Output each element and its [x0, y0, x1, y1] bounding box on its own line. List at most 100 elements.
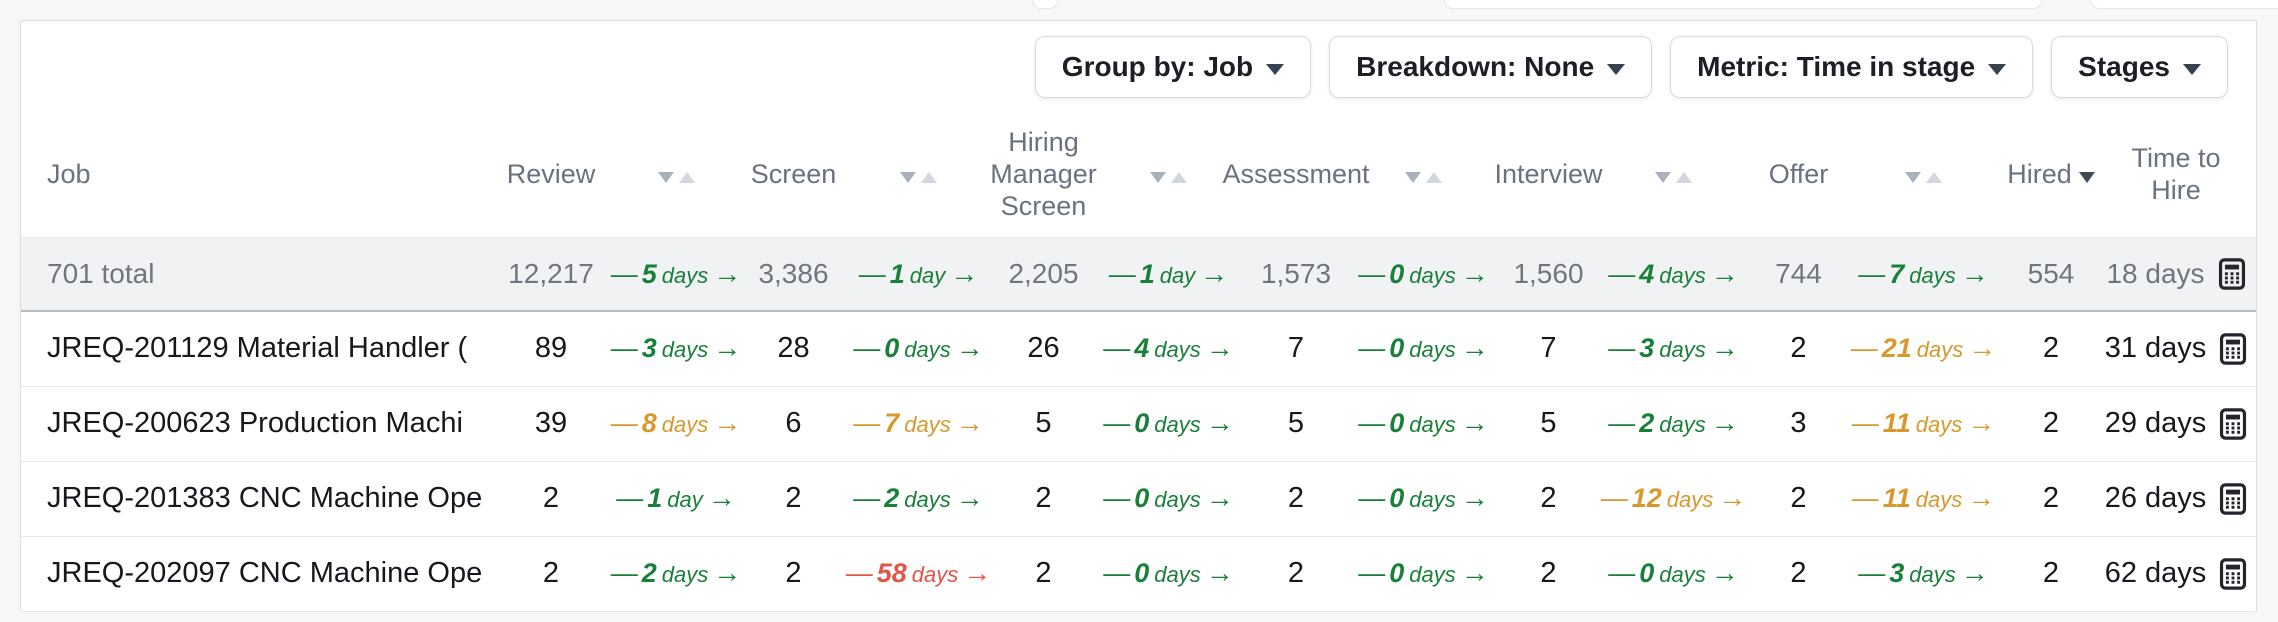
sort-asc-icon	[1426, 172, 1442, 184]
metric-dropdown[interactable]: Metric: Time in stage	[1670, 36, 2034, 98]
transition-unit: days	[1409, 412, 1456, 437]
total-offer-count: 744	[1756, 236, 1841, 312]
transition-unit: days	[1909, 562, 1956, 587]
arrow-right-icon: →	[1205, 557, 1234, 588]
sort-toggle-interview[interactable]	[1591, 113, 1756, 237]
table-row[interactable]: JREQ-202097 CNC Machine Ope 2—2 days → 2—58 d…	[21, 536, 2256, 612]
cropped-ui-above	[1444, 0, 2042, 9]
transition-days: 0	[1389, 483, 1405, 513]
col-header-assessment[interactable]: Assessment	[1222, 158, 1370, 189]
transition-days: 0	[1134, 558, 1150, 588]
stage-count: 2	[2006, 386, 2096, 462]
total-time-to-hire: 18 days	[2096, 236, 2256, 312]
calculator-icon[interactable]	[2218, 258, 2246, 290]
sort-toggle-screen[interactable]	[836, 113, 1001, 237]
dash-glyph: —	[610, 558, 638, 588]
transition-unit: days	[1666, 487, 1714, 512]
col-header-hired[interactable]: Hired	[2006, 113, 2096, 237]
dash-glyph: —	[610, 333, 638, 364]
dash-glyph: —	[1103, 558, 1131, 588]
sort-desc-icon	[1405, 172, 1421, 184]
transition-days: 0	[1134, 483, 1150, 513]
col-header-offer[interactable]: Offer	[1768, 158, 1829, 189]
sort-toggle-hiring-manager-screen[interactable]	[1086, 113, 1251, 237]
metric-label: Metric: Time in stage	[1697, 51, 1976, 82]
transition-days: 2	[884, 483, 900, 513]
total-screen-count: 3,386	[751, 236, 836, 312]
sort-desc-icon	[900, 172, 916, 184]
stage-transition: —7 days →	[836, 386, 1001, 462]
transition-unit: days	[1916, 337, 1964, 363]
arrow-right-icon: →	[955, 482, 984, 513]
sort-desc-active-icon	[2078, 171, 2095, 183]
job-name[interactable]: JREQ-202097 CNC Machine Ope	[21, 536, 501, 612]
table-row[interactable]: JREQ-201129 Material Handler (89—3 days → 2…	[21, 311, 2256, 387]
stages-dropdown[interactable]: Stages	[2051, 36, 2228, 98]
transition-days: 3	[641, 333, 657, 364]
group-by-dropdown[interactable]: Group by: Job	[1034, 36, 1312, 98]
stage-transition: —0 days →	[1341, 311, 1506, 387]
job-name[interactable]: JREQ-200623 Production Machi	[21, 386, 501, 462]
transition-unit: days	[661, 562, 709, 587]
col-header-interview[interactable]: Interview	[1494, 158, 1603, 189]
total-transition: —0 days →	[1341, 236, 1506, 312]
stage-transition: —12 days →	[1591, 461, 1756, 537]
arrow-right-icon: →	[1710, 332, 1739, 364]
table-row[interactable]: JREQ-201383 CNC Machine Ope 2—1 day → 2—2 day…	[21, 461, 2256, 537]
dash-glyph: —	[1103, 408, 1131, 438]
cropped-ui-above	[2090, 0, 2278, 9]
breakdown-dropdown[interactable]: Breakdown: None	[1329, 36, 1653, 98]
transition-days: 3	[1889, 558, 1905, 588]
dash-glyph: —	[1851, 483, 1879, 513]
arrow-right-icon: →	[713, 332, 742, 364]
stage-count: 2	[751, 461, 836, 537]
calculator-icon[interactable]	[2219, 407, 2247, 440]
job-name[interactable]: JREQ-201383 CNC Machine Ope	[21, 461, 501, 537]
col-header-job[interactable]: Job	[47, 159, 91, 190]
transition-unit: days	[1915, 412, 1963, 437]
total-transition: —4 days →	[1591, 236, 1756, 312]
transition-unit: days	[1154, 487, 1201, 512]
stage-count: 2	[501, 536, 601, 612]
transition-unit: days	[1659, 337, 1706, 363]
time-to-hire-cell: 26 days	[2096, 461, 2256, 537]
stage-count: 2	[1506, 536, 1591, 612]
stage-transition: —3 days →	[1591, 311, 1756, 387]
transition-unit: days	[1154, 412, 1201, 437]
col-header-screen[interactable]: Screen	[750, 158, 837, 189]
stage-count: 28	[751, 311, 836, 387]
col-header-hiring-manager-screen[interactable]: Hiring Manager Screen	[990, 126, 1097, 221]
stages-label: Stages	[2078, 51, 2170, 82]
dash-glyph: —	[1600, 483, 1628, 513]
sort-desc-icon	[1655, 172, 1671, 184]
dash-glyph: —	[1358, 333, 1386, 364]
sort-asc-icon	[1171, 172, 1187, 184]
col-header-time-to-hire[interactable]: Time to Hire	[2131, 142, 2221, 205]
arrow-right-icon: →	[963, 557, 992, 588]
col-header-review[interactable]: Review	[506, 158, 596, 189]
calculator-icon[interactable]	[2219, 482, 2247, 515]
sort-desc-icon	[1150, 172, 1166, 184]
pipeline-report-panel: Group by: Job Breakdown: None Metric: Ti…	[20, 20, 2257, 612]
transition-days: 8	[641, 408, 657, 438]
job-name[interactable]: JREQ-201129 Material Handler (	[21, 311, 501, 387]
time-to-hire-value: 62 days	[2104, 557, 2207, 589]
calculator-icon[interactable]	[2219, 333, 2247, 365]
transition-days: 7	[884, 408, 900, 438]
dash-glyph: —	[1858, 558, 1886, 588]
breakdown-label: Breakdown: None	[1356, 51, 1595, 82]
stage-transition: —3 days →	[601, 311, 751, 387]
total-assessment-count: 1,573	[1251, 236, 1341, 312]
stage-transition: —0 days →	[1591, 536, 1756, 612]
sort-toggle-offer[interactable]	[1841, 113, 2006, 237]
dash-glyph: —	[1358, 408, 1386, 438]
calculator-icon[interactable]	[2219, 557, 2247, 590]
transition-days: 3	[1639, 333, 1655, 364]
table-row[interactable]: JREQ-200623 Production Machi 39—8 days → 6—7…	[21, 386, 2256, 462]
cropped-ui-above	[1032, 0, 1058, 9]
sort-toggle-assessment[interactable]	[1341, 113, 1506, 237]
dash-glyph: —	[1103, 333, 1131, 364]
total-transition: —5 days →	[601, 236, 751, 312]
sort-toggle-review[interactable]	[601, 113, 751, 237]
stage-count: 7	[1251, 311, 1341, 387]
